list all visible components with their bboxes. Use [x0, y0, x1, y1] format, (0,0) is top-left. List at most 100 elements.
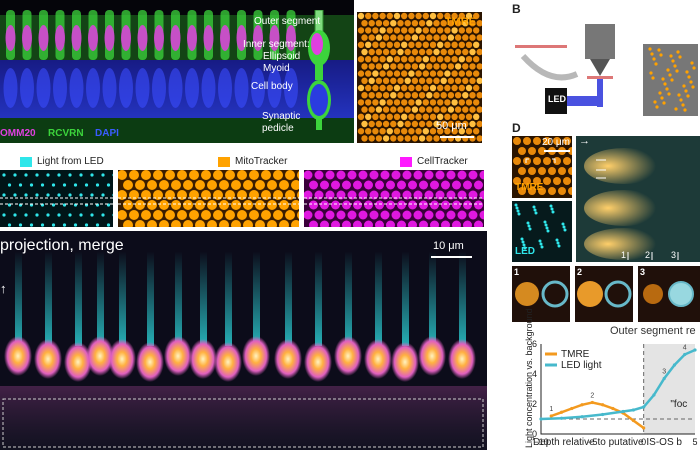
projection-scale-label: 10 μm — [433, 240, 464, 252]
point-label: 2 — [590, 393, 594, 400]
kymo-tick-2: 2 — [645, 250, 651, 260]
retina-section-art — [0, 10, 354, 143]
data-point — [549, 414, 553, 418]
focus-region-shade — [643, 344, 695, 434]
d-led-image: LED — [512, 201, 572, 262]
legend-label: LED light — [561, 360, 602, 371]
inset-3-number: 3 — [640, 267, 646, 277]
light-strip — [0, 170, 113, 227]
label-ellipsoid: Ellipsoid — [263, 51, 301, 62]
stain-omm20: OMM20 — [0, 128, 36, 139]
data-point — [559, 410, 564, 414]
legend-celltracker-label: CellTracker — [417, 156, 468, 167]
led-box-label: LED — [548, 94, 566, 104]
d-tmre-label: TMRE — [515, 182, 544, 193]
swatch-light — [20, 156, 32, 167]
label-pedicle: pedicle — [262, 123, 294, 134]
x-tick-label: 5 — [692, 437, 697, 447]
data-point — [631, 418, 635, 423]
data-point — [683, 352, 687, 357]
projection-title: projection, merge — [0, 237, 124, 254]
tmre-scale-bar — [440, 136, 474, 138]
x-tick-label: −10 — [533, 437, 548, 447]
data-point — [580, 403, 584, 407]
label-outer-segment: Outer segment — [254, 16, 321, 27]
kymo-tick-3: 3 — [671, 250, 677, 260]
data-point — [621, 409, 625, 414]
section-label: Outer segment re — [610, 325, 696, 337]
kymograph-art — [584, 148, 679, 260]
kymo-tick-1: 1 — [621, 250, 627, 260]
legend-light-label: Light from LED — [37, 156, 104, 167]
d-led-label: LED — [515, 246, 535, 257]
swatch-mitotracker — [218, 156, 230, 167]
legend-celltracker: CellTracker — [400, 156, 468, 167]
inset-3: 3 — [638, 266, 700, 322]
projection-merge-image: projection, merge 10 μm ↑ — [0, 231, 487, 450]
data-point — [642, 426, 646, 430]
d-scale-bar — [544, 150, 570, 152]
x-tick-label: 0 — [641, 437, 646, 447]
data-point — [570, 406, 574, 411]
data-point — [611, 406, 615, 411]
swatch-celltracker — [400, 156, 412, 167]
mitotracker-strip — [118, 170, 299, 227]
tmre-image: TMRE 50 μm — [357, 12, 482, 143]
d-tmre-image: TMRE — [512, 136, 572, 198]
legend-mitotracker: MitoTracker — [218, 156, 287, 167]
point-label: 3 — [662, 369, 666, 376]
label-inner-segment: Inner segment: — [243, 39, 310, 50]
projection-art — [0, 251, 487, 450]
tmre-art — [357, 12, 482, 142]
chart-axes — [540, 344, 695, 435]
chart-xlabel: Depth relative to putative IS-OS b — [533, 437, 682, 448]
panel-label-b: B — [512, 2, 521, 16]
focus-annotation: "foc — [670, 399, 687, 410]
label-myoid: Myoid — [263, 63, 290, 74]
inset-1: 1 — [512, 266, 570, 322]
y-tick-label: 4 — [532, 369, 537, 379]
series-line-tmre — [550, 401, 645, 430]
z-arrow-icon: ↑ — [0, 281, 7, 296]
data-point — [580, 415, 584, 419]
retina-section-image: Outer segment Inner segment: Ellipsoid M… — [0, 0, 354, 143]
data-point — [642, 405, 646, 409]
d-kymograph-image: → 1 2 3 — [576, 136, 700, 262]
series-line-led-light — [540, 348, 696, 421]
photoreceptor-diagram — [307, 10, 331, 130]
tmre-scale-label: 50 μm — [436, 120, 467, 132]
point-label: 4 — [683, 345, 687, 352]
inset-1-number: 1 — [514, 267, 520, 277]
legend-mitotracker-label: MitoTracker — [235, 156, 288, 167]
data-point — [601, 403, 605, 407]
data-point — [559, 416, 564, 420]
setup-schematic — [515, 24, 698, 116]
data-point — [601, 412, 605, 417]
point-label: 1 — [549, 406, 553, 413]
data-point — [539, 417, 543, 421]
label-synaptic: Synaptic — [262, 111, 301, 122]
y-tick-label: 6 — [532, 339, 537, 349]
data-point — [662, 376, 666, 381]
data-point — [590, 400, 594, 405]
celltracker-strip — [304, 170, 484, 227]
data-point — [652, 393, 656, 397]
stain-rcvrn: RCVRN — [48, 128, 84, 139]
stain-dapi: DAPI — [95, 128, 119, 139]
label-cell-body: Cell body — [251, 81, 293, 92]
chart-ylabel: Light concentration vs. background — [524, 308, 534, 448]
panel-label-d: D — [512, 121, 521, 135]
x-tick-label: −5 — [587, 437, 597, 447]
kymo-arrow-icon: → — [579, 136, 590, 147]
d-scale-label: 20 μm — [542, 137, 570, 148]
inset-2: 2 — [575, 266, 633, 322]
data-point — [672, 363, 677, 367]
inset-2-number: 2 — [577, 267, 583, 277]
data-point — [631, 408, 635, 412]
y-tick-label: 0 — [532, 429, 537, 439]
y-tick-label: 2 — [532, 399, 537, 409]
legend-light: Light from LED — [20, 156, 104, 167]
projection-scale-bar — [431, 256, 472, 258]
tmre-title: TMRE — [444, 16, 476, 28]
